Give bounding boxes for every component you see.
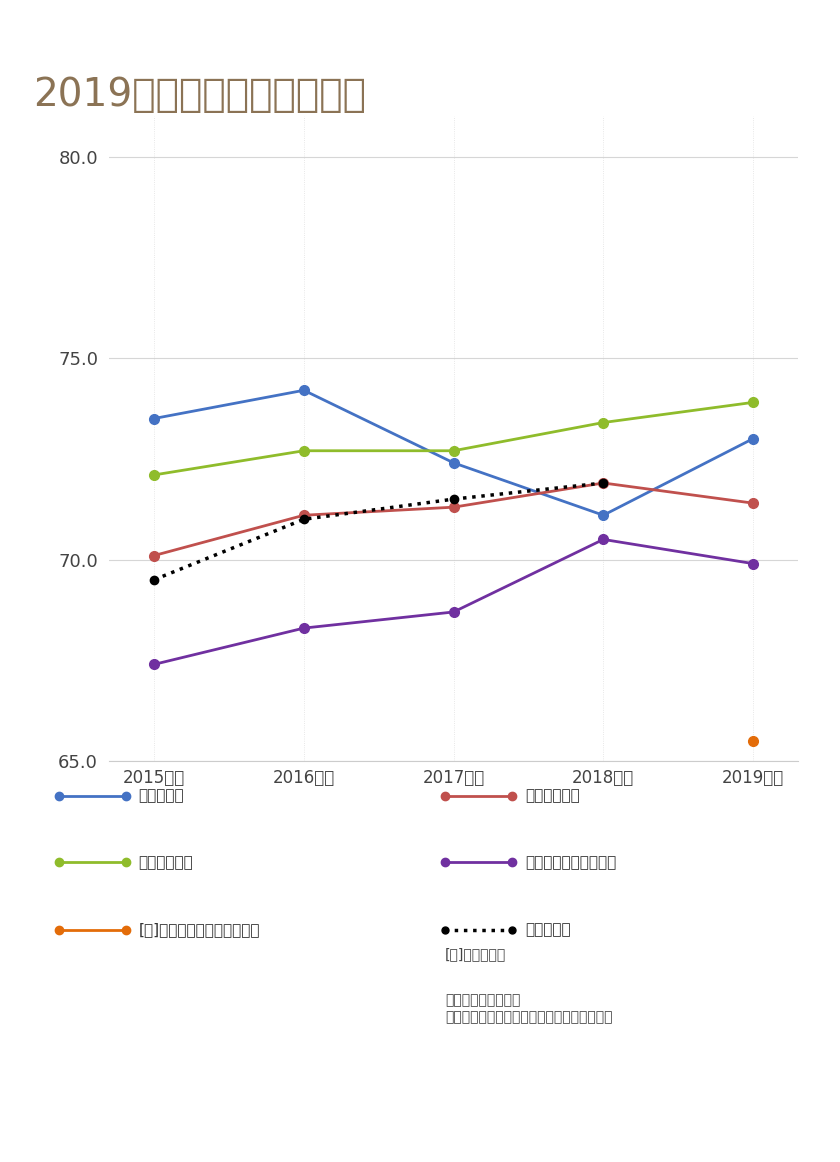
- Text: クレジットカード平均: クレジットカード平均: [525, 855, 617, 869]
- Text: 生命保険平均: 生命保険平均: [525, 789, 580, 803]
- Text: 損害保険平均: 損害保険平均: [139, 855, 193, 869]
- Text: 各業種の平均には、
ランキング対象外調査企業の結果も含みます: 各業種の平均には、 ランキング対象外調査企業の結果も含みます: [445, 994, 612, 1024]
- Text: [特]キャッシュレス決済平均: [特]キャッシュレス決済平均: [139, 923, 260, 937]
- Text: 2019年度　第５回調査結果: 2019年度 第５回調査結果: [34, 76, 366, 114]
- Text: [特]：特別調査: [特]：特別調査: [445, 947, 507, 961]
- Text: 宅配便平均: 宅配便平均: [139, 789, 184, 803]
- Text: 全業種平均: 全業種平均: [525, 923, 570, 937]
